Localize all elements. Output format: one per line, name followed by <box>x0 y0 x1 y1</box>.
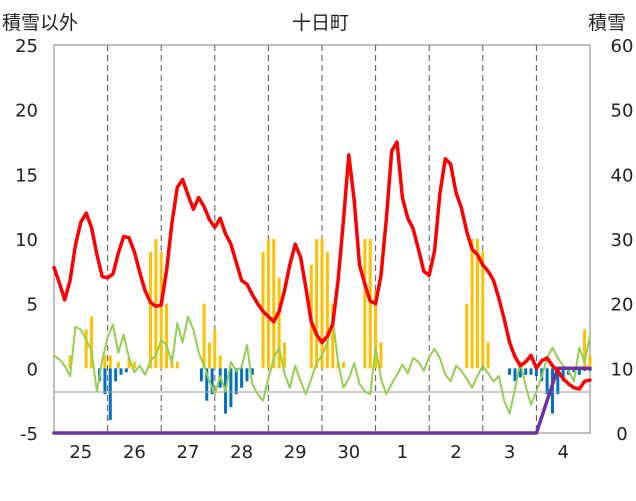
negative_bars-bar <box>534 368 538 377</box>
right-tick-label: 40 <box>611 165 634 186</box>
negative_bars-bar <box>245 368 249 382</box>
precipitation-bar <box>175 361 179 369</box>
precipitation-bar <box>583 329 587 369</box>
precipitation-bar <box>116 361 120 369</box>
negative_bars-bar <box>508 368 512 375</box>
right-axis-title: 積雪 <box>588 12 627 34</box>
left-tick-label: 25 <box>15 36 38 57</box>
x-tick-label: 25 <box>69 442 92 463</box>
precipitation-bar <box>475 239 479 369</box>
x-tick-label: 26 <box>123 442 146 463</box>
negative_bars-bar <box>229 368 233 408</box>
x-tick-label: 3 <box>504 442 515 463</box>
precipitation-bar <box>363 239 367 369</box>
line-layer <box>52 140 592 435</box>
negative_bars-bar <box>250 368 254 375</box>
precipitation-bar <box>272 239 276 369</box>
precipitation-bar <box>68 355 72 369</box>
negative_bars-bar <box>518 368 522 378</box>
left-tick-label: 20 <box>15 101 38 122</box>
negative_bars-bar <box>513 368 517 382</box>
left-tick-label: -5 <box>20 424 38 445</box>
negative_bars-bar <box>114 368 118 382</box>
negative_bars-bar <box>561 368 565 382</box>
left-axis-ticks: 25 20 15 10 5 0 -5 <box>15 36 38 445</box>
precipitation-bar <box>202 303 206 369</box>
precipitation-bar <box>341 361 345 369</box>
right-tick-label: 30 <box>611 230 634 251</box>
precipitation-bar <box>374 290 378 369</box>
negative_bars-bar <box>199 368 203 382</box>
chart-title: 十日町 <box>292 12 350 34</box>
precipitation-bar <box>277 277 281 369</box>
precipitation-bar <box>218 355 222 369</box>
precipitation-bar <box>207 342 211 369</box>
negative_bars-bar <box>103 368 107 395</box>
negative_bars-bar <box>572 368 576 373</box>
precipitation-bar <box>481 251 485 369</box>
x-tick-label: 1 <box>397 442 408 463</box>
precipitation-bar <box>282 342 286 369</box>
x-tick-label: 29 <box>284 442 307 463</box>
x-tick-label: 2 <box>450 442 461 463</box>
negative_bars-bar <box>205 368 209 401</box>
precipitation-bar <box>266 239 270 369</box>
precipitation-bar <box>320 239 324 369</box>
precipitation-bar <box>132 361 136 369</box>
negative_bars-bar <box>108 368 112 421</box>
negative_bars-bar <box>577 368 581 375</box>
negative_bars-bar <box>529 368 533 375</box>
right-tick-label: 50 <box>611 101 634 122</box>
negative_bars-bar <box>545 368 549 395</box>
negative_bars-bar <box>124 368 128 373</box>
right-tick-label: 0 <box>616 424 627 445</box>
right-axis-ticks: 60 50 40 30 20 10 0 <box>611 36 634 445</box>
precipitation-bar <box>159 251 163 369</box>
left-axis-title: 積雪以外 <box>2 12 79 34</box>
precipitation-bar <box>84 329 88 369</box>
precipitation-bar <box>465 303 469 369</box>
precipitation-bar <box>90 316 94 369</box>
precipitation-bar <box>588 355 592 369</box>
x-tick-label: 27 <box>177 442 200 463</box>
x-tick-label: 30 <box>337 442 360 463</box>
precipitation-bar <box>315 239 319 369</box>
right-tick-label: 10 <box>611 359 634 380</box>
negative_bars-bar <box>240 368 244 388</box>
x-axis-ticks: 25 26 27 28 29 30 1 2 3 4 <box>69 442 569 463</box>
negative_bars-bar <box>234 368 238 395</box>
left-tick-label: 15 <box>15 165 38 186</box>
left-tick-label: 0 <box>27 359 38 380</box>
precipitation-bar <box>331 303 335 369</box>
precipitation-bar <box>127 357 131 369</box>
precipitation-bar <box>325 251 329 369</box>
precipitation-bar <box>368 239 372 369</box>
x-tick-label: 4 <box>557 442 568 463</box>
negative_bars-bar <box>524 368 528 375</box>
left-tick-label: 5 <box>27 295 38 316</box>
precipitation-bar <box>108 355 112 369</box>
precipitation-bar <box>213 329 217 369</box>
left-tick-label: 10 <box>15 230 38 251</box>
wind-line <box>53 315 591 415</box>
precipitation-bar <box>165 303 169 369</box>
temperature-line <box>52 140 592 391</box>
precipitation-bar <box>486 342 490 369</box>
precipitation-bar <box>148 251 152 369</box>
negative_bars-bar <box>210 368 214 395</box>
right-tick-label: 60 <box>611 36 634 57</box>
negative_bars-bar <box>556 368 560 395</box>
x-tick-label: 28 <box>230 442 253 463</box>
precipitation-bar <box>379 342 383 369</box>
negative_bars-bar <box>550 368 554 414</box>
negative_bars-bar <box>119 368 123 375</box>
precipitation-bar <box>103 355 107 369</box>
right-tick-label: 20 <box>611 295 634 316</box>
snow_depth-line <box>52 366 592 435</box>
precipitation-bar <box>470 239 474 369</box>
precipitation-bar <box>154 239 158 369</box>
